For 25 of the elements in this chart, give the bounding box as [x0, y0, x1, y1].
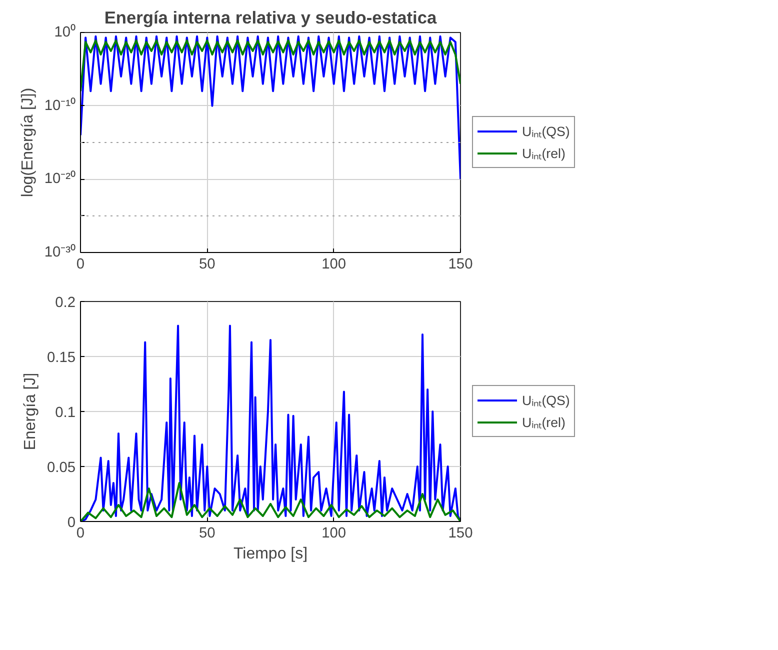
y-tick-label: 0.15: [46, 350, 76, 366]
x-tick-label: 100: [322, 526, 346, 542]
y-axis-title: log(Energía [J]): [19, 88, 36, 198]
y-tick-label: 0: [67, 515, 76, 531]
line-series: [80, 40, 460, 92]
x-tick-label: 150: [448, 526, 473, 542]
x-tick-label: 50: [199, 526, 216, 542]
y-tick-label: 10⁻¹⁰: [44, 96, 76, 114]
y-axis-title: Energía [J]: [22, 372, 39, 450]
legend-label: Uᵢₙₜ(QS): [522, 392, 570, 409]
legend-label: Uᵢₙₜ(rel): [522, 145, 566, 162]
y-tick-label: 0.2: [55, 295, 76, 311]
x-tick-label: 50: [199, 256, 216, 272]
y-tick-label: 0.05: [46, 460, 76, 476]
y-tick-label: 10⁻³⁰: [44, 244, 76, 260]
y-tick-label: 0.1: [55, 405, 76, 421]
y-tick-label: 10⁰: [54, 24, 76, 40]
legend-label: Uᵢₙₜ(QS): [522, 123, 570, 140]
x-tick-label: 100: [322, 256, 346, 272]
x-tick-label: 150: [448, 256, 473, 272]
x-axis-title: Tiempo [s]: [233, 546, 308, 562]
line-series: [80, 35, 460, 180]
chart-title: Energía interna relativa y seudo-estatica: [104, 8, 437, 28]
y-tick-label: 10⁻²⁰: [44, 170, 76, 188]
legend-label: Uᵢₙₜ(rel): [522, 414, 566, 431]
